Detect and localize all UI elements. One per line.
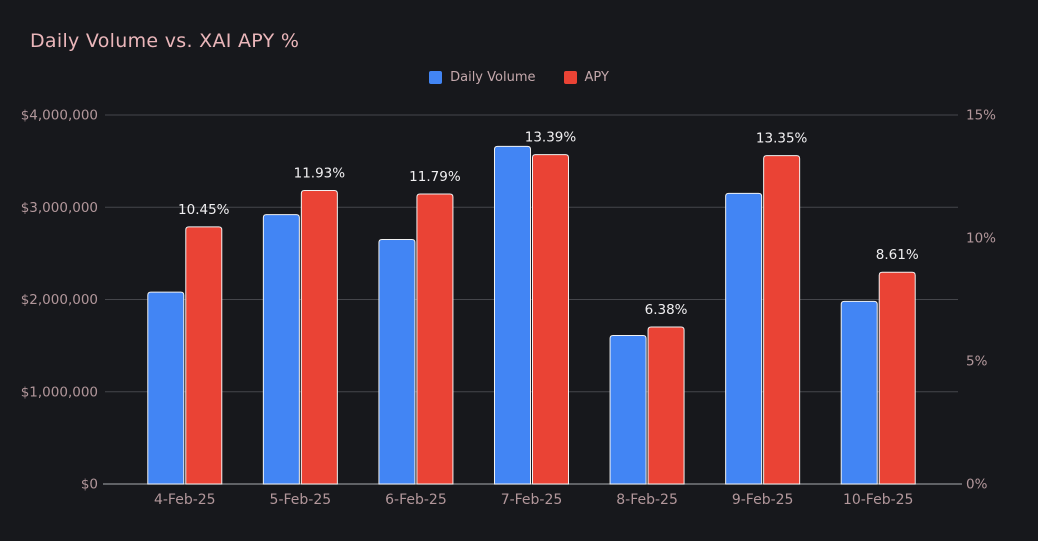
x-axis-tick-label: 4-Feb-25 (154, 492, 216, 508)
apy-data-label: 13.39% (525, 130, 577, 146)
apy-bar[interactable] (185, 226, 223, 485)
apy-data-label: 11.93% (294, 166, 346, 182)
volume-bar[interactable] (609, 334, 647, 485)
volume-bar[interactable] (494, 145, 531, 485)
volume-bar[interactable] (378, 239, 416, 485)
apy-data-label: 13.35% (756, 131, 808, 147)
right-axis-tick-label: 15% (966, 108, 996, 124)
x-axis-tick-label: 8-Feb-25 (616, 492, 678, 508)
legend-label-daily-volume: Daily Volume (450, 70, 536, 85)
legend-item-apy[interactable]: APY (563, 70, 609, 85)
apy-bar[interactable] (416, 193, 454, 485)
x-axis-tick-label: 7-Feb-25 (501, 492, 563, 508)
chart-title: Daily Volume vs. XAI APY % (30, 30, 300, 52)
x-axis-tick-label: 6-Feb-25 (385, 492, 447, 508)
left-axis-tick-label: $1,000,000 (21, 384, 98, 400)
apy-data-label: 10.45% (178, 202, 230, 218)
legend-item-daily-volume[interactable]: Daily Volume (429, 70, 536, 85)
apy-bar[interactable] (300, 190, 338, 485)
left-axis-tick-label: $0 (81, 477, 98, 493)
x-axis-tick-label: 5-Feb-25 (270, 492, 332, 508)
apy-bar[interactable] (878, 271, 916, 485)
apy-data-label: 6.38% (645, 302, 688, 318)
volume-bar[interactable] (147, 291, 185, 485)
apy-bar[interactable] (532, 154, 569, 485)
legend-label-apy: APY (584, 70, 609, 85)
apy-data-label: 11.79% (409, 169, 461, 185)
legend-swatch-apy-icon (563, 71, 577, 84)
left-axis-tick-label: $3,000,000 (21, 200, 98, 216)
left-axis-tick-label: $2,000,000 (21, 292, 98, 308)
apy-data-label: 8.61% (876, 247, 919, 263)
legend-swatch-daily-volume-icon (429, 71, 443, 84)
volume-bar[interactable] (725, 192, 763, 485)
volume-bar[interactable] (840, 300, 878, 485)
left-axis-tick-label: $4,000,000 (21, 108, 98, 124)
apy-bar[interactable] (647, 326, 685, 485)
x-axis-tick-label: 9-Feb-25 (732, 492, 794, 508)
volume-bar[interactable] (262, 214, 300, 485)
right-axis-tick-label: 0% (966, 477, 988, 493)
right-axis-tick-label: 10% (966, 231, 996, 247)
legend: Daily Volume APY (0, 70, 1038, 85)
x-axis-tick-label: 10-Feb-25 (843, 492, 914, 508)
right-axis-tick-label: 5% (966, 354, 988, 370)
apy-bar[interactable] (763, 155, 801, 485)
